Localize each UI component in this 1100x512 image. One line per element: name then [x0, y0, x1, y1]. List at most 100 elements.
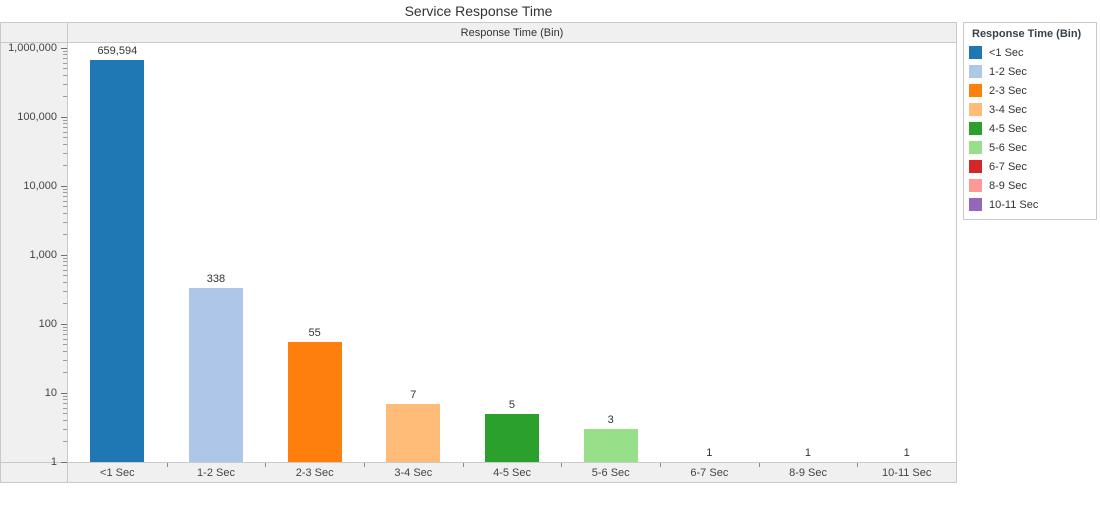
x-axis-boundary-tick: [166, 463, 168, 467]
legend-label: 10-11 Sec: [989, 198, 1039, 211]
y-axis-major-tick: [61, 185, 67, 187]
y-axis-tick-label: 1: [50, 456, 57, 468]
x-axis-tick-label: 2-3 Sec: [295, 466, 334, 479]
legend-swatch: [969, 179, 982, 192]
legend-swatch: [969, 160, 982, 173]
y-axis-tick-label: 100,000: [17, 111, 57, 123]
x-axis-tick-label: 4-5 Sec: [493, 466, 531, 479]
y-axis-minor-tick: [63, 338, 67, 340]
y-axis-minor-tick: [63, 127, 67, 129]
y-axis-minor-tick: [63, 265, 67, 267]
column-field-header: Response Time (Bin): [68, 23, 956, 42]
y-axis-minor-tick: [63, 334, 67, 336]
y-axis-minor-tick: [63, 58, 67, 60]
legend-item-8-9-sec[interactable]: 8-9 Sec: [964, 176, 1096, 195]
y-axis-minor-tick: [63, 192, 67, 194]
y-axis-minor-tick: [63, 95, 67, 97]
bar-value-label: 55: [308, 326, 321, 339]
bar-5-6-sec[interactable]: [583, 429, 638, 462]
y-axis-minor-tick: [63, 257, 67, 259]
legend-label: 3-4 Sec: [989, 103, 1027, 116]
legend-swatch: [969, 122, 982, 135]
y-axis-minor-tick: [63, 123, 67, 125]
y-axis-major-tick: [61, 254, 67, 256]
y-axis-major-tick: [61, 323, 67, 325]
y-axis-minor-tick: [63, 269, 67, 271]
column-header-row: Response Time (Bin): [1, 23, 956, 43]
x-axis-tick-label: 6-7 Sec: [690, 466, 729, 479]
y-axis-minor-tick: [63, 407, 67, 409]
plot-area: 659,594 338 55 7 5 3 1 1 1: [68, 43, 956, 462]
y-axis-minor-tick: [63, 68, 67, 70]
x-axis-tick-label: 3-4 Sec: [394, 466, 433, 479]
y-axis-minor-tick: [63, 290, 67, 292]
bar-4-5-sec[interactable]: [485, 413, 539, 462]
y-axis-minor-tick: [63, 212, 67, 214]
y-axis-minor-tick: [63, 196, 67, 198]
legend-label: 1-2 Sec: [989, 65, 1027, 78]
legend-swatch: [969, 84, 982, 97]
y-axis-minor-tick: [63, 350, 67, 352]
y-axis-minor-tick: [63, 83, 67, 85]
legend-label: 6-7 Sec: [989, 160, 1027, 173]
legend-label: <1 Sec: [989, 46, 1024, 59]
y-axis-minor-tick: [63, 275, 67, 277]
x-axis-boundary-tick: [660, 463, 661, 467]
bar-<1-sec[interactable]: [90, 60, 145, 462]
y-axis-minor-tick: [63, 371, 67, 373]
x-axis-tick-label: 5-6 Sec: [591, 466, 630, 479]
legend-swatch: [969, 141, 982, 154]
y-axis-minor-tick: [63, 50, 67, 52]
chart-body-row: 1 10 100 1,000 10,000 100,000 1,000,000 659,59…: [1, 42, 956, 468]
chart-title: Service Response Time: [404, 3, 553, 19]
legend-item-4-5-sec[interactable]: 4-5 Sec: [964, 119, 1096, 138]
y-axis-tick-label: 1,000: [29, 249, 57, 261]
bar-2-3-sec[interactable]: [287, 341, 342, 462]
y-axis-tick-label: 100: [38, 318, 57, 330]
axis-corner-bottom: [1, 463, 68, 482]
bar-1-2-sec[interactable]: [189, 287, 243, 462]
y-axis-minor-tick: [63, 344, 67, 346]
y-axis-minor-tick: [63, 413, 67, 415]
y-axis-minor-tick: [63, 131, 67, 133]
y-axis-tick-label: 1,000,000: [8, 42, 57, 54]
legend-swatch: [969, 46, 982, 59]
y-axis-minor-tick: [63, 152, 67, 154]
x-axis-row: <1 Sec 1-2 Sec 2-3 Sec 3-4 Sec 4-5 Sec 5-6 Se…: [1, 462, 956, 482]
bar-value-label: 7: [410, 388, 417, 401]
legend-item-10-11-sec[interactable]: 10-11 Sec: [964, 195, 1096, 214]
y-axis-tick-label: 10: [44, 387, 57, 399]
legend-label: 8-9 Sec: [989, 179, 1027, 192]
y-axis-minor-tick: [63, 206, 67, 208]
legend-item-<1-sec[interactable]: <1 Sec: [964, 43, 1096, 62]
bar-value-label: 659,594: [97, 45, 138, 58]
axis-corner-top: [1, 23, 68, 42]
x-axis-tick-label: 8-9 Sec: [789, 466, 827, 479]
y-axis-major-tick: [61, 47, 67, 49]
y-axis-minor-tick: [63, 395, 67, 397]
y-axis-minor-tick: [63, 137, 67, 139]
x-axis-boundary-tick: [462, 463, 464, 467]
legend-item-1-2-sec[interactable]: 1-2 Sec: [964, 62, 1096, 81]
x-axis: <1 Sec 1-2 Sec 2-3 Sec 3-4 Sec 4-5 Sec 5-6 Se…: [68, 463, 956, 482]
y-axis-minor-tick: [63, 188, 67, 190]
x-axis-boundary-tick: [364, 463, 365, 467]
x-axis-boundary-tick: [758, 463, 760, 467]
legend-label: 5-6 Sec: [989, 141, 1027, 154]
x-axis-boundary-tick: [857, 463, 859, 467]
legend-item-3-4-sec[interactable]: 3-4 Sec: [964, 100, 1096, 119]
y-axis-minor-tick: [63, 143, 67, 145]
legend-items: <1 Sec 1-2 Sec 2-3 Sec 3-4 Sec 4-5 Sec 5-6 Se…: [964, 43, 1096, 214]
legend-item-5-6-sec[interactable]: 5-6 Sec: [964, 138, 1096, 157]
y-axis-minor-tick: [63, 440, 67, 442]
y-axis-major-tick: [61, 392, 67, 394]
legend-swatch: [969, 65, 982, 78]
bar-value-label: 1: [706, 447, 713, 459]
y-axis-minor-tick: [63, 62, 67, 64]
bar-3-4-sec[interactable]: [386, 403, 441, 462]
legend-item-6-7-sec[interactable]: 6-7 Sec: [964, 157, 1096, 176]
legend-label: 4-5 Sec: [989, 122, 1027, 135]
x-axis-tick-label: <1 Sec: [100, 466, 135, 479]
legend-item-2-3-sec[interactable]: 2-3 Sec: [964, 81, 1096, 100]
